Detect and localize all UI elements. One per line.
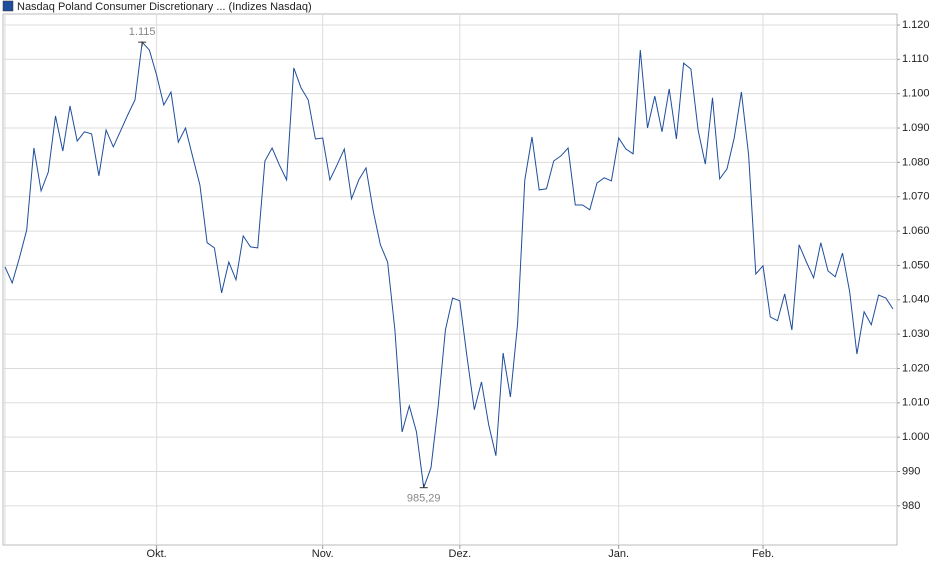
y-tick-label: 1.020 — [902, 362, 930, 374]
x-tick-label: Nov. — [312, 548, 334, 560]
y-tick-label: 1.060 — [902, 225, 930, 237]
plot-frame — [2, 13, 898, 546]
legend-label: Nasdaq Poland Consumer Discretionary ...… — [17, 1, 312, 13]
y-tick-label: 1.000 — [902, 431, 930, 443]
y-tick-label: 1.120 — [902, 19, 930, 31]
y-tick-label: 1.070 — [902, 191, 930, 203]
legend-swatch — [2, 0, 14, 12]
x-tick-label: Okt. — [147, 548, 167, 560]
y-tick-label: 1.090 — [902, 122, 930, 134]
y-tick-label: 1.100 — [902, 88, 930, 100]
y-tick-label: 990 — [902, 465, 920, 477]
y-tick-label: 1.080 — [902, 156, 930, 168]
y-tick-label: 1.030 — [902, 328, 930, 340]
price-line — [4, 41, 894, 488]
x-tick-label: Dez. — [449, 548, 472, 560]
y-tick-label: 980 — [902, 500, 920, 512]
x-tick-label: Jan. — [608, 548, 629, 560]
y-tick-label: 1.050 — [902, 259, 930, 271]
value-label: 1.115 — [129, 26, 156, 38]
y-tick-label: 1.110 — [902, 53, 929, 65]
y-tick-label: 1.040 — [902, 294, 930, 306]
y-tick-label: 1.010 — [902, 397, 930, 409]
x-tick-label: Feb. — [752, 548, 774, 560]
value-label: 985,29 — [407, 493, 441, 505]
